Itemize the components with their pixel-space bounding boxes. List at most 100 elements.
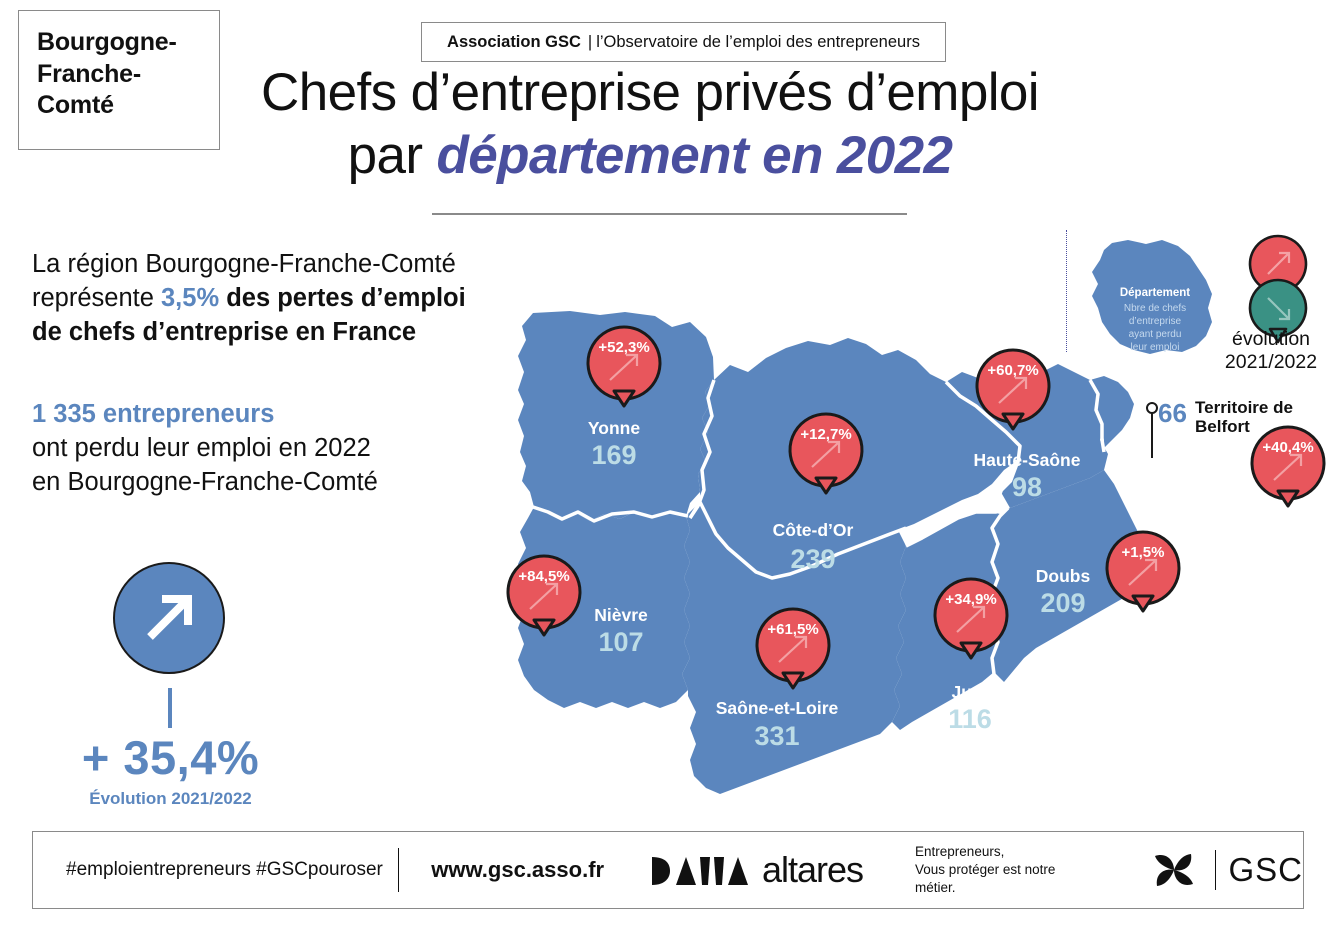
legend-mini-map-desc-1: Nbre de chefs [1124,303,1186,314]
altares-mark-icon [651,857,748,885]
pin-saone-et-loire-value: +61,5% [767,621,818,638]
title-line-2: par département en 2022 [180,125,1120,188]
region-badge-line-1: Bourgogne- [37,28,177,56]
label-jura-name: Jura [952,682,989,702]
legend-evolution-label: évolution 2021/2022 [1196,328,1335,375]
footer-divider-1 [397,848,400,892]
map-area-nievre[interactable] [518,507,690,708]
gsc-logo-divider [1214,850,1217,890]
pin-belfort-value: +40,4% [1262,439,1313,456]
gsc-wordmark: GSC [1228,851,1303,888]
label-doubs-value: 209 [1040,588,1085,618]
belfort-label-line-1: Territoire de [1195,398,1293,417]
pin-yonne-value: +52,3% [598,339,649,356]
footer-bar: #emploientrepreneurs #GSCpouroser www.gs… [32,831,1304,909]
label-nievre-name: Nièvre [594,605,648,625]
lead-line-1: La région Bourgogne-Franche-Comté [32,250,456,278]
legend-mini-map-desc-3: ayant perdu [1129,329,1182,340]
pin-yonne[interactable]: +52,3% [586,325,662,408]
lead-share-value: 3,5% [161,283,220,312]
map-area-haute-saone[interactable] [946,364,1108,508]
lead-line-2-pre: représente [32,283,161,312]
legend-divider [1066,230,1067,352]
entrepreneurs-count: 1 335 entrepreneurs [32,400,275,428]
region-badge-line-3: Comté [37,91,114,119]
map-area-territoire-de-belfort[interactable] [1090,376,1134,448]
altares-logo: altares [650,849,864,891]
evolution-stem [168,688,172,728]
label-jura-value: 116 [948,704,992,734]
region-badge-line-2: Franche- [37,59,141,88]
legend-mini-map-title: Département [1120,287,1190,299]
region-badge: Bourgogne- Franche- Comté [18,10,220,150]
map-area-jura[interactable] [892,512,1000,730]
pin-nievre-value: +84,5% [518,568,569,585]
map-labels: Yonne 169 Côte-d’Or 239 Nièvre 107 Saône… [588,418,1091,751]
pin-saone-et-loire[interactable]: +61,5% [755,607,831,690]
map-area-cote-dor[interactable] [698,338,1020,578]
banner-observatory: l’Observatoire de l’emploi des entrepren… [596,32,920,51]
gsc-pinwheel-icon [1154,854,1193,886]
pin-doubs[interactable]: +1,5% [1105,530,1181,613]
belfort-value: 66 [1158,398,1187,428]
belfort-label: Territoire de Belfort [1195,398,1335,436]
label-doubs-name: Doubs [1036,566,1091,586]
title-line-2-emphasis: département en 2022 [436,125,953,185]
map-internal-borders [532,379,1106,675]
pin-jura[interactable]: +34,9% [933,577,1009,660]
title-line-2-prefix: par [347,125,437,185]
banner-separator: | [587,32,593,51]
label-yonne-name: Yonne [588,418,640,438]
pin-territoire-de-belfort[interactable]: +40,4% [1250,425,1326,508]
legend-mini-map: Département Nbre de chefs d’entreprise a… [1092,240,1212,354]
pin-cote-dor[interactable]: +12,7% [788,412,864,495]
banner-association: Association GSC [447,32,581,51]
evolution-circle [113,562,225,674]
pin-nievre[interactable]: +84,5% [506,554,582,637]
label-saone-et-loire-value: 331 [754,721,799,751]
legend-pin-up [1248,234,1308,300]
lead-line-3: de chefs d’entreprise en France [32,317,417,346]
lead2-line-2: ont perdu leur emploi en 2022 [32,433,371,462]
lead2-line-3: en Bourgogne-Franche-Comté [32,467,378,496]
map-area-saone-et-loire[interactable] [682,502,906,794]
title-line-1: Chefs d’entreprise privés d’emploi [261,63,1040,122]
altares-wordmark: altares [761,849,864,890]
lead-line-2-post: des pertes d’emploi [219,283,466,312]
label-cote-dor-value: 239 [790,544,835,574]
footer-hashtags: #emploientrepreneurs #GSCpouroser [66,859,383,880]
label-nievre-value: 107 [598,627,643,657]
pin-haute-saone-value: +60,7% [987,362,1038,379]
footer-url[interactable]: www.gsc.asso.fr [431,857,605,882]
pin-jura-value: +34,9% [945,591,996,608]
evolution-label: Évolution 2021/2022 [89,789,252,808]
label-saone-et-loire-name: Saône-et-Loire [716,698,839,718]
title-divider [432,213,907,215]
lead-paragraph-2: 1 335 entrepreneurs ont perdu leur emplo… [32,398,552,500]
label-haute-saone-name: Haute-Saône [974,450,1081,470]
belfort-label-line-2: Belfort [1195,417,1250,437]
arrow-up-right-icon [147,595,192,640]
evolution-value: + 35,4% [81,731,260,784]
label-yonne-value: 169 [591,440,636,470]
legend-mini-map-desc-4: leur emploi [1131,342,1180,353]
legend-evolution-line-1: évolution [1231,328,1311,350]
label-cote-dor-name: Côte-d’Or [773,520,854,540]
pin-haute-saone[interactable]: +60,7% [975,348,1051,431]
source-banner: Association GSC | l’Observatoire de l’em… [421,22,946,62]
legend-mini-map-desc-2: d’entreprise [1129,316,1182,327]
pin-cote-dor-value: +12,7% [800,426,851,443]
pin-doubs-value: +1,5% [1122,544,1165,561]
page-title: Chefs d’entreprise privés d’emploi par d… [180,62,1120,187]
legend-evolution-line-2: 2021/2022 [1224,351,1318,374]
gsc-logo: GSC [1145,843,1303,897]
lead-line-2: représente 3,5% des pertes d’emploi [32,282,552,316]
lead-paragraph: La région Bourgogne-Franche-Comté représ… [32,248,552,350]
label-haute-saone-value: 98 [1012,472,1042,502]
map-area-doubs[interactable] [992,470,1150,682]
gsc-tagline: Entrepreneurs, Vous protéger est notre m… [915,843,1097,898]
belfort-leader-line [1146,402,1158,458]
gsc-tagline-line-1: Entrepreneurs, [915,843,1005,859]
gsc-tagline-line-2: Vous protéger est notre métier. [915,861,1056,896]
